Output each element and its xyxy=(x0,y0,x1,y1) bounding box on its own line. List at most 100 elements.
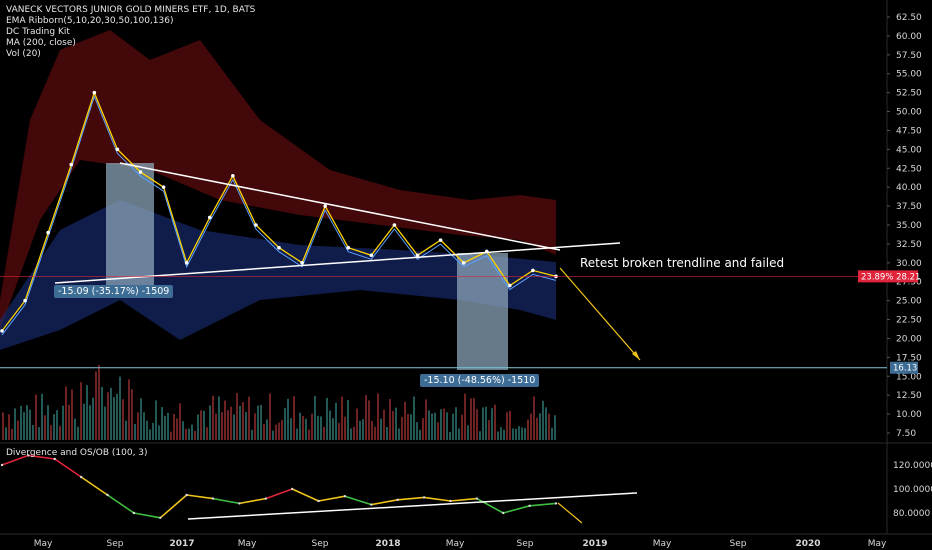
price-point[interactable] xyxy=(369,253,374,258)
oscillator-point[interactable] xyxy=(79,475,83,479)
oscillator-segment xyxy=(80,476,108,496)
price-point[interactable] xyxy=(207,215,212,220)
volume-bar xyxy=(284,408,286,440)
measure-label-2[interactable]: -15.10 (-48.56%) -1510 xyxy=(420,374,540,387)
volume-bar xyxy=(278,422,280,440)
volume-bar xyxy=(53,414,55,440)
x-tick-label: Sep xyxy=(312,539,329,549)
legend-kit[interactable]: DC Trading Kit xyxy=(6,27,70,37)
volume-bar xyxy=(479,431,481,440)
oscillator-arrow[interactable] xyxy=(557,502,583,524)
volume-bar xyxy=(533,396,535,440)
volume-bar xyxy=(392,410,394,440)
last-price-tag-bg xyxy=(858,270,918,283)
volume-bar xyxy=(353,426,355,440)
oscillator-point[interactable] xyxy=(554,502,558,505)
oscillator-point[interactable] xyxy=(238,502,241,505)
oscillator-point[interactable] xyxy=(396,498,399,501)
trendline-upper[interactable] xyxy=(119,162,561,251)
price-point[interactable] xyxy=(438,238,443,242)
price-point[interactable] xyxy=(0,329,4,333)
price-point[interactable] xyxy=(161,185,166,189)
price-point[interactable] xyxy=(415,253,420,258)
oscillator-point[interactable] xyxy=(185,493,188,497)
volume-bar xyxy=(422,418,424,440)
price-point[interactable] xyxy=(231,174,235,178)
legend-ema[interactable]: EMA Ribborn(5,10,20,30,50,100,136) xyxy=(6,16,174,26)
volume-bar xyxy=(473,398,475,440)
oscillator-title[interactable]: Divergence and OS/OB (100, 3) xyxy=(6,448,148,458)
volume-bar xyxy=(458,428,460,440)
price-point[interactable] xyxy=(138,170,143,174)
volume-bar xyxy=(470,398,472,440)
volume-bar xyxy=(275,424,277,440)
volume-bar xyxy=(245,411,247,440)
volume-bar xyxy=(77,426,79,440)
volume-bar xyxy=(239,405,241,440)
price-point[interactable] xyxy=(184,261,189,265)
oscillator-point[interactable] xyxy=(132,511,136,515)
volume-bar xyxy=(449,431,451,440)
legend-ma[interactable]: MA (200, close) xyxy=(6,38,76,48)
volume-bar xyxy=(248,396,250,440)
price-point[interactable] xyxy=(461,261,466,265)
price-line-blue xyxy=(1,95,557,336)
oscillator-point[interactable] xyxy=(0,463,4,467)
volume-bar xyxy=(326,397,328,440)
price-point[interactable] xyxy=(392,223,397,227)
price-point[interactable] xyxy=(46,230,50,235)
y-tick-label: 55.00 xyxy=(896,70,922,80)
price-point[interactable] xyxy=(531,268,535,273)
oscillator-point[interactable] xyxy=(27,454,30,457)
x-tick-label: 2018 xyxy=(375,539,400,549)
price-point[interactable] xyxy=(277,245,281,250)
volume-bar xyxy=(59,425,61,440)
projection-arrow[interactable] xyxy=(559,267,641,361)
price-point[interactable] xyxy=(254,223,258,227)
volume-bar xyxy=(182,421,184,440)
oscillator-point[interactable] xyxy=(53,457,56,461)
price-point[interactable] xyxy=(323,204,327,208)
price-point[interactable] xyxy=(23,298,27,303)
x-tick-label: Sep xyxy=(107,539,124,549)
oscillator-point[interactable] xyxy=(343,495,347,498)
price-point[interactable] xyxy=(115,147,120,152)
oscillator-point[interactable] xyxy=(106,493,109,497)
volume-bar xyxy=(365,395,367,440)
measure-label-1[interactable]: -15.09 (-35.17%) -1509 xyxy=(54,285,174,298)
x-tick-label: May xyxy=(446,539,465,549)
oscillator-point[interactable] xyxy=(290,487,294,491)
oscillator-segment xyxy=(423,496,451,502)
oscillator-point[interactable] xyxy=(159,516,162,519)
volume-bar xyxy=(302,415,304,440)
oscillator-point[interactable] xyxy=(211,497,215,500)
volume-bar xyxy=(551,427,553,440)
oscillator-point[interactable] xyxy=(528,504,531,507)
oscillator-segment xyxy=(159,494,188,519)
volume-bar xyxy=(221,412,223,440)
volume-bar xyxy=(428,410,430,440)
oscillator-point[interactable] xyxy=(264,497,268,500)
oscillator-point[interactable] xyxy=(475,497,479,500)
legend-vol[interactable]: Vol (20) xyxy=(6,49,41,59)
volume-bar xyxy=(251,429,253,440)
price-point[interactable] xyxy=(92,90,97,95)
oscillator-point[interactable] xyxy=(422,496,426,499)
callout-text[interactable]: Retest broken trendline and failed xyxy=(580,256,785,270)
oscillator-point[interactable] xyxy=(449,499,452,503)
legend-title[interactable]: VANECK VECTORS JUNIOR GOLD MINERS ETF, 1… xyxy=(6,5,256,15)
volume-bar xyxy=(191,424,193,440)
price-point[interactable] xyxy=(69,162,74,167)
oscillator-point[interactable] xyxy=(502,511,505,515)
price-point[interactable] xyxy=(508,283,512,288)
price-point[interactable] xyxy=(300,261,304,265)
price-point[interactable] xyxy=(346,245,351,250)
y-tick-label: 45.00 xyxy=(896,145,922,155)
volume-bar xyxy=(476,409,478,440)
volume-bar xyxy=(482,407,484,440)
oscillator-point[interactable] xyxy=(370,503,373,506)
oscillator-point[interactable] xyxy=(317,499,320,503)
oscillator-trendline[interactable] xyxy=(187,492,638,520)
